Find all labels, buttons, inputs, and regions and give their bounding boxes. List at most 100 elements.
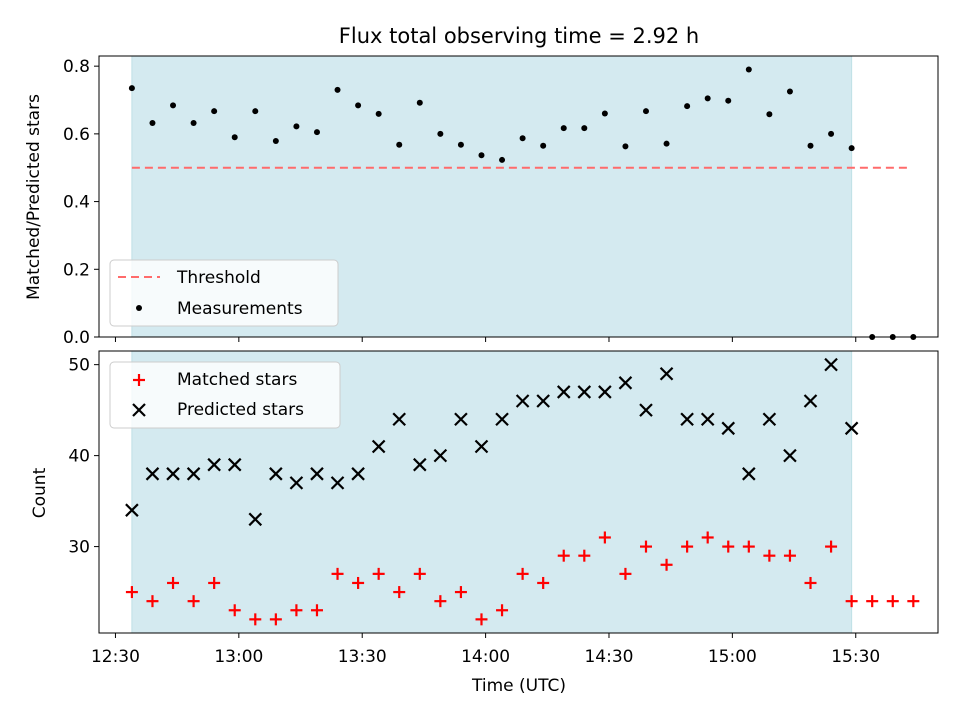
matched-star-point <box>639 540 652 553</box>
predicted-star-point-b <box>556 385 571 399</box>
bottom-y-tick-label: 30 <box>68 538 90 558</box>
measurement-point <box>745 66 752 73</box>
measurement-point <box>704 95 711 102</box>
predicted-star-point <box>515 394 530 408</box>
matched-star-point <box>290 604 303 617</box>
measurement-point <box>848 145 855 152</box>
measurement-point <box>540 142 547 149</box>
predicted-star-point <box>392 412 407 427</box>
predicted-star-point-b <box>659 366 674 381</box>
predicted-star-point-b <box>639 403 653 417</box>
predicted-star-point-b <box>515 394 530 408</box>
predicted-star-point <box>145 467 160 481</box>
measurement-point <box>375 110 382 117</box>
chart-title: Flux total observing time = 2.92 h <box>339 24 699 48</box>
top-legend: Threshold Measurements <box>109 259 339 327</box>
predicted-star-point <box>413 457 427 472</box>
predicted-star-point-b <box>125 503 139 517</box>
predicted-star-point <box>269 467 283 481</box>
matched-star-point <box>886 595 899 608</box>
predicted-star-point <box>207 457 221 472</box>
top-y-tick-label: 0.8 <box>63 57 90 77</box>
predicted-star-point-b <box>700 412 715 427</box>
x-axis-label: Time (UTC) <box>471 676 566 696</box>
matched-star-point <box>537 576 550 589</box>
predicted-star-point <box>556 385 571 399</box>
measurement-point <box>684 103 691 110</box>
measurement-point <box>828 130 835 137</box>
legend-matched-swatch <box>133 374 145 386</box>
measurement-point <box>437 130 444 137</box>
predicted-star-point <box>659 366 674 381</box>
matched-star-point <box>516 567 529 580</box>
measurement-point <box>396 141 403 148</box>
legend-measurements-swatch <box>136 305 142 311</box>
predicted-star-point <box>639 403 653 417</box>
measurement-point <box>560 125 567 132</box>
measurement-point <box>642 108 649 115</box>
measurement-point <box>252 108 259 115</box>
predicted-star-point <box>248 512 263 527</box>
matched-star-point <box>393 586 406 599</box>
bottom-y-tick-label: 40 <box>68 447 90 467</box>
matched-star-point <box>228 604 241 617</box>
predicted-star-point <box>330 476 345 490</box>
measurement-point <box>272 137 279 144</box>
matched-star-point <box>701 531 714 544</box>
bottom-y-axis-label: Count <box>30 467 50 518</box>
measurement-point <box>355 102 362 109</box>
matched-star-point <box>249 613 262 626</box>
matched-star-point <box>619 567 632 580</box>
predicted-star-point <box>371 439 386 454</box>
matched-star-point <box>742 540 755 553</box>
predicted-star-point <box>166 467 180 481</box>
measurement-point <box>293 123 300 130</box>
predicted-star-point <box>186 467 201 481</box>
predicted-star-point-b <box>742 467 756 481</box>
measurement-point <box>601 110 608 117</box>
matched-star-point <box>681 540 694 553</box>
measurement-point <box>663 140 670 147</box>
top-y-tick-label: 0.2 <box>63 260 90 280</box>
matched-star-point <box>763 549 776 562</box>
predicted-star-point <box>577 385 592 399</box>
legend-predicted-label: Predicted stars <box>177 400 304 420</box>
bottom-panel-frame <box>98 350 939 634</box>
matched-star-point <box>372 567 385 580</box>
matched-star-point <box>331 567 344 580</box>
measurement-point <box>478 152 485 159</box>
matched-star-point <box>187 595 200 608</box>
predicted-star-point-b <box>330 476 345 490</box>
measurement-point <box>499 156 506 163</box>
matched-star-point <box>475 613 488 626</box>
predicted-star-point-b <box>680 412 694 427</box>
predicted-star-point <box>824 357 838 372</box>
predicted-star-point-b <box>207 457 221 472</box>
predicted-star-point <box>227 457 242 472</box>
matched-star-point <box>167 576 180 589</box>
predicted-star-point-b <box>803 394 818 408</box>
predicted-star-point-b <box>166 467 180 481</box>
predicted-star-point <box>125 503 139 517</box>
top-panel: 0.0 0.2 0.4 0.6 0.8 Threshold Measurements <box>63 55 939 348</box>
predicted-star-point-b <box>248 512 263 527</box>
predicted-star-point-b <box>371 439 386 454</box>
predicted-star-point-b <box>227 457 242 472</box>
predicted-star-point <box>598 385 612 399</box>
predicted-star-point-b <box>618 376 633 390</box>
predicted-star-point-b <box>824 357 838 372</box>
bottom-legend: Matched stars Predicted stars <box>109 361 341 429</box>
matched-star-point <box>208 576 221 589</box>
matched-star-point <box>454 586 467 599</box>
predicted-star-point <box>310 467 324 481</box>
matched-star-point <box>783 549 796 562</box>
measurement-point <box>231 134 238 141</box>
predicted-star-point <box>536 394 550 408</box>
matched-star-point <box>804 576 817 589</box>
measurement-point <box>519 135 526 142</box>
predicted-star-point-b <box>721 421 736 436</box>
matched-star-point <box>496 604 509 617</box>
predicted-star-point <box>680 412 694 427</box>
predicted-star-point-b <box>783 448 797 463</box>
matched-star-point <box>310 604 323 617</box>
